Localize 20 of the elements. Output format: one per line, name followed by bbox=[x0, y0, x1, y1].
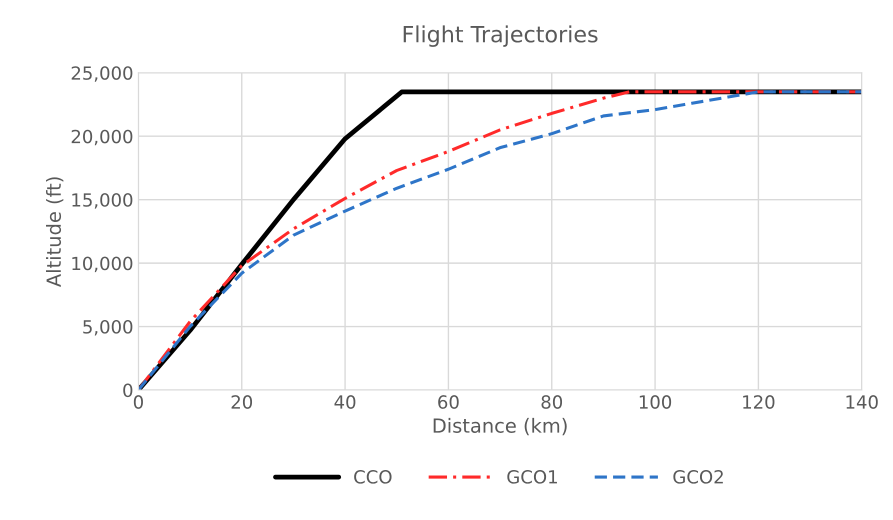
y-tick-label: 0 bbox=[123, 383, 132, 398]
y-tick-label: 15,000 bbox=[72, 193, 132, 209]
x-tick-label: 100 bbox=[640, 395, 672, 409]
x-tick-label: 140 bbox=[846, 395, 878, 409]
x-tick-label: 40 bbox=[334, 395, 356, 409]
x-tick-label: 80 bbox=[541, 395, 562, 409]
y-tick-label: 25,000 bbox=[72, 66, 132, 82]
x-axis-title: Distance (km) bbox=[434, 418, 567, 436]
y-axis-title: Altitude (ft) bbox=[46, 177, 64, 287]
x-tick-label: 120 bbox=[743, 395, 774, 409]
legend-label: CCO bbox=[354, 470, 392, 484]
x-tick-label: 20 bbox=[232, 395, 252, 409]
chart-title: Flight Trajectories bbox=[404, 25, 598, 47]
y-tick-label: 5,000 bbox=[83, 320, 132, 336]
y-tick-label: 10,000 bbox=[72, 256, 132, 272]
y-tick-label: 20,000 bbox=[72, 130, 132, 146]
legend-label: GCO1 bbox=[507, 470, 557, 484]
x-tick-label: 60 bbox=[438, 395, 459, 409]
x-tick-label: 0 bbox=[134, 395, 143, 409]
legend-label: GCO2 bbox=[673, 470, 723, 484]
